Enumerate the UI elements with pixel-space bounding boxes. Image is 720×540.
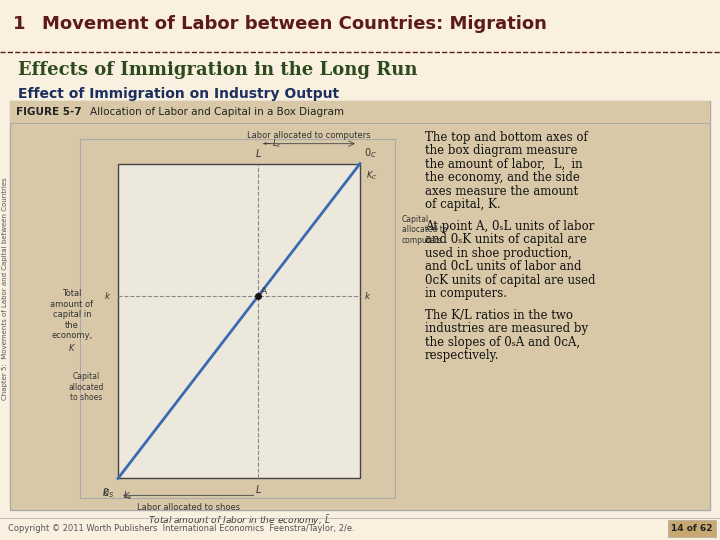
- Text: $L$: $L$: [255, 483, 262, 495]
- Text: industries are measured by: industries are measured by: [425, 322, 588, 335]
- Text: FIGURE 5-7: FIGURE 5-7: [16, 107, 81, 117]
- Text: A: A: [261, 287, 268, 296]
- Text: and 0ᴄL units of labor and: and 0ᴄL units of labor and: [425, 260, 582, 273]
- Text: Total
amount of
capital in
the
economy,
$K$: Total amount of capital in the economy, …: [50, 289, 94, 353]
- Text: The top and bottom axes of: The top and bottom axes of: [425, 131, 588, 144]
- Text: $K$: $K$: [102, 487, 110, 498]
- Text: 0ᴄK units of capital are used: 0ᴄK units of capital are used: [425, 274, 595, 287]
- Text: 1: 1: [13, 15, 25, 33]
- Text: Allocation of Labor and Capital in a Box Diagram: Allocation of Labor and Capital in a Box…: [90, 107, 344, 117]
- Bar: [10, 100, 710, 123]
- Text: 14 of 62: 14 of 62: [671, 524, 713, 533]
- Bar: [118, 164, 360, 478]
- Text: $L_s$: $L_s$: [123, 489, 132, 502]
- Text: $L$: $L$: [255, 147, 262, 159]
- Text: Copyright © 2011 Worth Publishers  International Economics  Feenstra/Taylor, 2/e: Copyright © 2011 Worth Publishers Intern…: [8, 524, 355, 533]
- Text: Effect of Immigration on Industry Output: Effect of Immigration on Industry Output: [18, 87, 339, 100]
- Text: of capital, K.: of capital, K.: [425, 198, 500, 211]
- Text: Movement of Labor between Countries: Migration: Movement of Labor between Countries: Mig…: [42, 15, 546, 33]
- Text: used in shoe production,: used in shoe production,: [425, 247, 572, 260]
- Text: Labor allocated to shoes: Labor allocated to shoes: [137, 503, 240, 512]
- Text: $k$: $k$: [104, 291, 112, 301]
- Bar: [668, 521, 716, 537]
- Text: $\leftarrow L_c$: $\leftarrow L_c$: [262, 137, 282, 150]
- Text: the box diagram measure: the box diagram measure: [425, 144, 577, 157]
- Text: and 0ₛK units of capital are: and 0ₛK units of capital are: [425, 233, 587, 246]
- Text: Labor allocated to computers: Labor allocated to computers: [248, 131, 371, 140]
- Bar: [80, 139, 395, 498]
- Text: the economy, and the side: the economy, and the side: [425, 171, 580, 184]
- Text: $0_S$: $0_S$: [102, 487, 114, 500]
- Text: Total amount of labor in the economy, $\bar{L}$: Total amount of labor in the economy, $\…: [148, 514, 330, 528]
- Text: Effects of Immigration in the Long Run: Effects of Immigration in the Long Run: [18, 60, 418, 79]
- Text: Capital
allocated
to shoes: Capital allocated to shoes: [68, 372, 104, 402]
- Text: $K_C$: $K_C$: [366, 170, 377, 182]
- Text: Capital
allocated to
computers: Capital allocated to computers: [402, 215, 448, 245]
- Text: the amount of labor,   L,  in: the amount of labor, L, in: [425, 158, 582, 171]
- Text: $0_C$: $0_C$: [364, 146, 377, 160]
- Text: The K/L ratios in the two: The K/L ratios in the two: [425, 308, 573, 321]
- Text: in computers.: in computers.: [425, 287, 507, 300]
- Text: $k$: $k$: [364, 291, 372, 301]
- Text: At point A, 0ₛL units of labor: At point A, 0ₛL units of labor: [425, 220, 595, 233]
- Bar: [10, 100, 710, 510]
- Text: respectively.: respectively.: [425, 349, 500, 362]
- Text: axes measure the amount: axes measure the amount: [425, 185, 578, 198]
- Text: the slopes of 0ₛA and 0ᴄA,: the slopes of 0ₛA and 0ᴄA,: [425, 335, 580, 348]
- Text: Chapter 5:  Movements of Labor and Capital between Countries: Chapter 5: Movements of Labor and Capita…: [2, 177, 8, 400]
